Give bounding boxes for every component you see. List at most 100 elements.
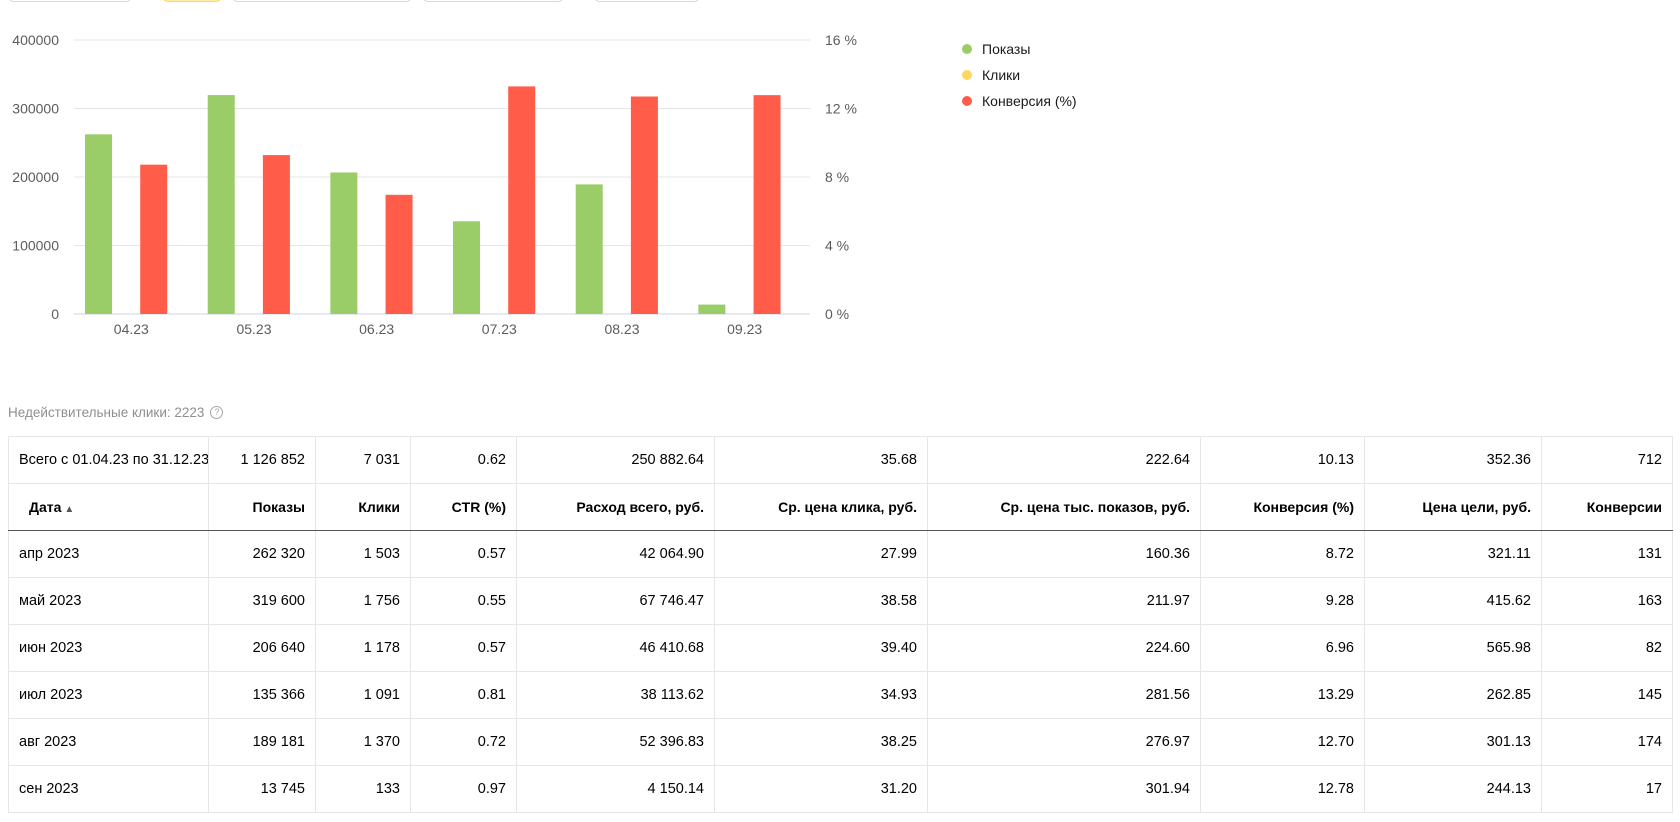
table-cell: 145 — [1541, 671, 1673, 719]
y-tick-label-left: 400000 — [12, 32, 59, 48]
bar-conversion — [508, 86, 536, 314]
y-tick-label-left: 200000 — [12, 169, 59, 185]
y-tick-label-left: 100000 — [12, 238, 59, 254]
table-cell: 0.57 — [410, 530, 517, 578]
table-cell: апр 2023 — [8, 530, 209, 578]
table-cell: 321.11 — [1364, 530, 1542, 578]
table-cell: 301.94 — [927, 765, 1201, 813]
invalid-clicks-label: Недействительные клики: 2223 — [8, 405, 205, 420]
table-cell: 13.29 — [1200, 671, 1365, 719]
chart: 0 0 % 100000 4 % 200000 8 % 300000 12 % 400000 16… — [0, 28, 940, 368]
filter-control[interactable] — [162, 0, 222, 2]
table-cell: 0.72 — [410, 718, 517, 766]
total-cell: 222.64 — [927, 436, 1201, 484]
column-header-ctr[interactable]: CTR (%) — [410, 483, 517, 531]
table-cell: 131 — [1541, 530, 1673, 578]
column-header-date[interactable]: Дата ▲ — [8, 483, 209, 531]
invalid-clicks-info: Недействительные клики: 2223 ? — [8, 405, 224, 420]
table-cell: сен 2023 — [8, 765, 209, 813]
table-cell: 46 410.68 — [516, 624, 715, 672]
table-cell: 262.85 — [1364, 671, 1542, 719]
y-tick-label-right: 4 % — [825, 238, 849, 254]
x-tick-label: 05.23 — [236, 321, 271, 337]
legend-label: Конверсия (%) — [982, 93, 1077, 109]
bar-shows — [453, 221, 481, 314]
column-header-conversion-rate[interactable]: Конверсия (%) — [1200, 483, 1365, 531]
table-cell: 319 600 — [208, 577, 316, 625]
bar-shows — [575, 184, 603, 314]
table-cell: 163 — [1541, 577, 1673, 625]
legend-dot — [962, 44, 972, 54]
table-cell: 133 — [315, 765, 411, 813]
column-header-avg-cpm[interactable]: Ср. цена тыс. показов, руб. — [927, 483, 1201, 531]
total-cell: 10.13 — [1200, 436, 1365, 484]
table-cell: июл 2023 — [8, 671, 209, 719]
table-row: сен 2023 13 745 133 0.97 4 150.14 31.20 301.94… — [8, 765, 1673, 813]
table-cell: 6.96 — [1200, 624, 1365, 672]
table-cell: 27.99 — [714, 530, 928, 578]
legend-dot — [962, 96, 972, 106]
table-row: июн 2023 206 640 1 178 0.57 46 410.68 39.40 22… — [8, 624, 1673, 672]
column-header-avg-cpc[interactable]: Ср. цена клика, руб. — [714, 483, 928, 531]
table-row: апр 2023 262 320 1 503 0.57 42 064.90 27.99 16… — [8, 530, 1673, 578]
table-cell: 0.55 — [410, 577, 517, 625]
bar-shows — [698, 304, 726, 314]
y-tick-label-right: 16 % — [825, 32, 857, 48]
table-cell: 13 745 — [208, 765, 316, 813]
table-cell: 276.97 — [927, 718, 1201, 766]
legend-item-conversion[interactable]: Конверсия (%) — [962, 88, 1077, 114]
filter-control[interactable] — [594, 0, 700, 2]
filter-control[interactable] — [422, 0, 564, 2]
table-cell: 206 640 — [208, 624, 316, 672]
total-cell: 1 126 852 — [208, 436, 316, 484]
total-cell: 35.68 — [714, 436, 928, 484]
bar-conversion — [140, 164, 168, 314]
x-tick-label: 07.23 — [482, 321, 517, 337]
header-row: Дата ▲ Показы Клики CTR (%) Расход всего,… — [8, 483, 1673, 531]
stats-table: Всего с 01.04.23 по 31.12.23 1 126 852 7… — [8, 436, 1673, 813]
table-row: июл 2023 135 366 1 091 0.81 38 113.62 34.93 28… — [8, 671, 1673, 719]
table-cell: 189 181 — [208, 718, 316, 766]
legend-label: Показы — [982, 41, 1031, 57]
column-header-shows[interactable]: Показы — [208, 483, 316, 531]
table-cell: май 2023 — [8, 577, 209, 625]
filter-control[interactable] — [232, 0, 412, 2]
table-cell: 52 396.83 — [516, 718, 715, 766]
column-header-conversions[interactable]: Конверсии — [1541, 483, 1673, 531]
table-cell: 0.57 — [410, 624, 517, 672]
total-cell: 0.62 — [410, 436, 517, 484]
column-header-goal-cost[interactable]: Цена цели, руб. — [1364, 483, 1542, 531]
table-cell: 1 503 — [315, 530, 411, 578]
y-tick-label-right: 8 % — [825, 169, 849, 185]
y-tick-label-left: 300000 — [12, 101, 59, 117]
bar-conversion — [753, 95, 781, 314]
table-cell: 281.56 — [927, 671, 1201, 719]
bar-shows — [207, 95, 235, 314]
column-header-spend[interactable]: Расход всего, руб. — [516, 483, 715, 531]
table-cell: 211.97 — [927, 577, 1201, 625]
table-cell: 39.40 — [714, 624, 928, 672]
help-icon[interactable]: ? — [210, 406, 224, 419]
table-cell: 1 091 — [315, 671, 411, 719]
legend-item-shows[interactable]: Показы — [962, 36, 1077, 62]
table-cell: 38 113.62 — [516, 671, 715, 719]
filter-control[interactable] — [8, 0, 132, 2]
bar-conversion — [630, 96, 658, 314]
bar-shows — [330, 172, 358, 314]
table-cell: 415.62 — [1364, 577, 1542, 625]
table-cell: 38.58 — [714, 577, 928, 625]
sort-asc-icon: ▲ — [64, 504, 75, 515]
column-header-clicks[interactable]: Клики — [315, 483, 411, 531]
legend-item-clicks[interactable]: Клики — [962, 62, 1077, 88]
total-row: Всего с 01.04.23 по 31.12.23 1 126 852 7… — [8, 436, 1673, 484]
table-cell: 1 370 — [315, 718, 411, 766]
bar-conversion — [385, 194, 413, 314]
total-cell: Всего с 01.04.23 по 31.12.23 — [8, 436, 209, 484]
table-cell: 12.70 — [1200, 718, 1365, 766]
x-tick-label: 06.23 — [359, 321, 394, 337]
legend-dot — [962, 70, 972, 80]
table-cell: 34.93 — [714, 671, 928, 719]
table-cell: 1 756 — [315, 577, 411, 625]
table-cell: 31.20 — [714, 765, 928, 813]
bar-chart: 0 0 % 100000 4 % 200000 8 % 300000 12 % 400000 16… — [12, 32, 857, 337]
